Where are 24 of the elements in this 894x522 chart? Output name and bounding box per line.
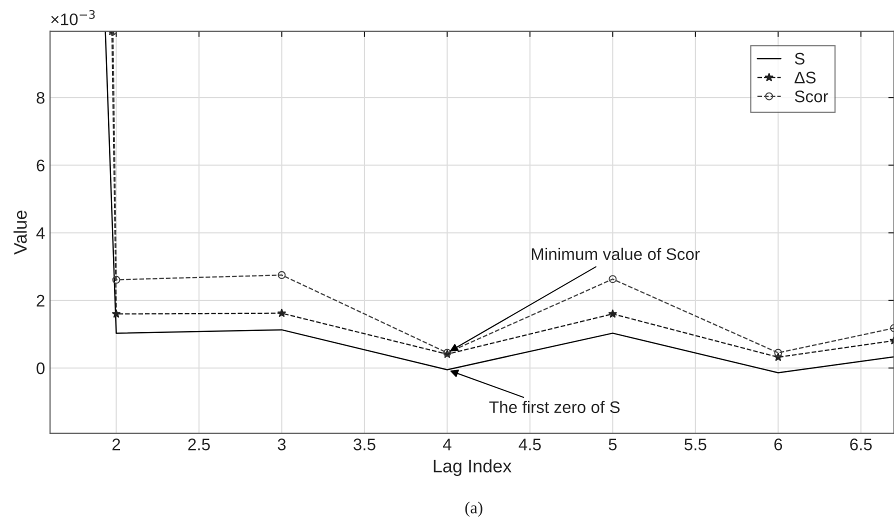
text: (a) — [465, 502, 482, 517]
x-tick-label: 6 — [774, 438, 782, 450]
annotation: The first zero of S — [489, 400, 620, 414]
x-tick-label: 2 — [112, 438, 120, 450]
x-tick-label: 5.5 — [684, 438, 706, 450]
x-tick-label: 5 — [608, 438, 617, 450]
legend-label: ΔS — [794, 72, 816, 84]
y-axis-title: Value — [14, 210, 27, 255]
x-tick-label: 3 — [278, 438, 286, 450]
y-tick-label: 2 — [36, 294, 44, 306]
x-tick-label: 6.5 — [850, 438, 872, 450]
x-tick-label: 4 — [442, 438, 452, 450]
y-tick-label: 4 — [36, 227, 45, 239]
x-tick-label: 2.5 — [188, 438, 210, 450]
legend-label: Scor — [794, 90, 828, 102]
y-tick-label: 6 — [36, 160, 44, 172]
y-tick-label: 0 — [36, 362, 45, 374]
legend-label: S — [794, 52, 804, 65]
annotation: Minimum value of Scor — [532, 248, 700, 260]
y-tick-label: 8 — [36, 92, 44, 104]
x-axis-title: Lag Index — [434, 459, 512, 476]
text: ×10$^{−3}$ — [51, 10, 95, 26]
x-tick-label: 3.5 — [354, 438, 376, 450]
x-tick-label: 4.5 — [518, 438, 541, 450]
